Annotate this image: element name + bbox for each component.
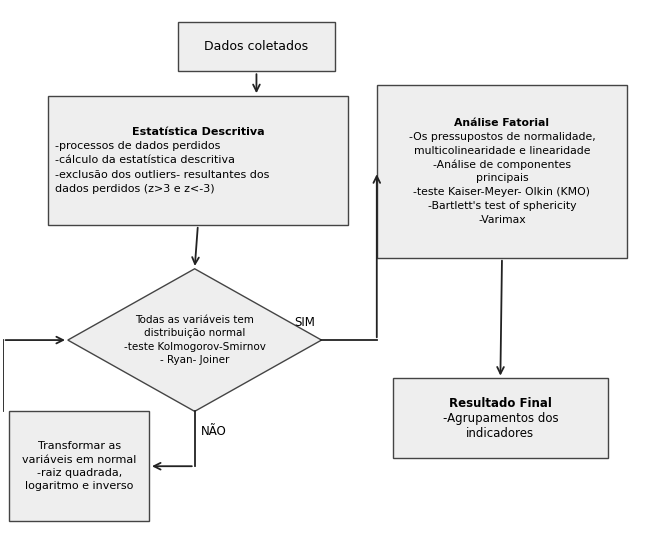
FancyBboxPatch shape [9,412,149,521]
Text: -teste Kaiser-Meyer- Olkin (KMO): -teste Kaiser-Meyer- Olkin (KMO) [413,187,590,197]
Polygon shape [68,269,321,412]
Text: Todas as variáveis tem
distribuição normal
-teste Kolmogorov-Smirnov
- Ryan- Joi: Todas as variáveis tem distribuição norm… [124,315,266,365]
Text: indicadores: indicadores [466,427,535,440]
Text: -Bartlett's test of sphericity: -Bartlett's test of sphericity [428,201,576,211]
Text: Estatística Descritiva: Estatística Descritiva [132,127,264,137]
Text: multicolinearidade e linearidade: multicolinearidade e linearidade [414,146,590,156]
FancyBboxPatch shape [49,96,348,225]
FancyBboxPatch shape [377,85,627,258]
Text: NÃO: NÃO [201,425,227,438]
FancyBboxPatch shape [178,22,335,71]
Text: -cálculo da estatística descritiva: -cálculo da estatística descritiva [55,156,235,166]
Text: -processos de dados perdidos: -processos de dados perdidos [55,141,220,151]
FancyBboxPatch shape [393,378,607,458]
Text: principais: principais [476,173,528,183]
Text: Resultado Final: Resultado Final [449,397,552,409]
Text: -Agrupamentos dos: -Agrupamentos dos [443,412,558,425]
Text: dados perdidos (z>3 e z<-3): dados perdidos (z>3 e z<-3) [55,184,215,194]
Text: Dados coletados: Dados coletados [205,40,308,53]
Text: Análise Fatorial: Análise Fatorial [455,117,550,127]
Text: SIM: SIM [294,316,315,329]
Text: -Varimax: -Varimax [478,215,526,225]
Text: Transformar as
variáveis em normal
-raiz quadrada,
logaritmo e inverso: Transformar as variáveis em normal -raiz… [22,442,136,491]
Text: -Os pressupostos de normalidade,: -Os pressupostos de normalidade, [409,131,596,142]
Text: -exclusão dos outliers- resultantes dos: -exclusão dos outliers- resultantes dos [55,170,269,179]
Text: -Análise de componentes: -Análise de componentes [433,159,571,170]
